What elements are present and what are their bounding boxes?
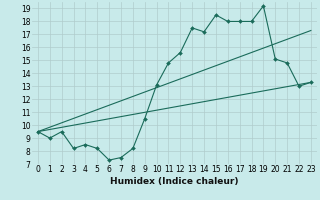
X-axis label: Humidex (Indice chaleur): Humidex (Indice chaleur) — [110, 177, 239, 186]
